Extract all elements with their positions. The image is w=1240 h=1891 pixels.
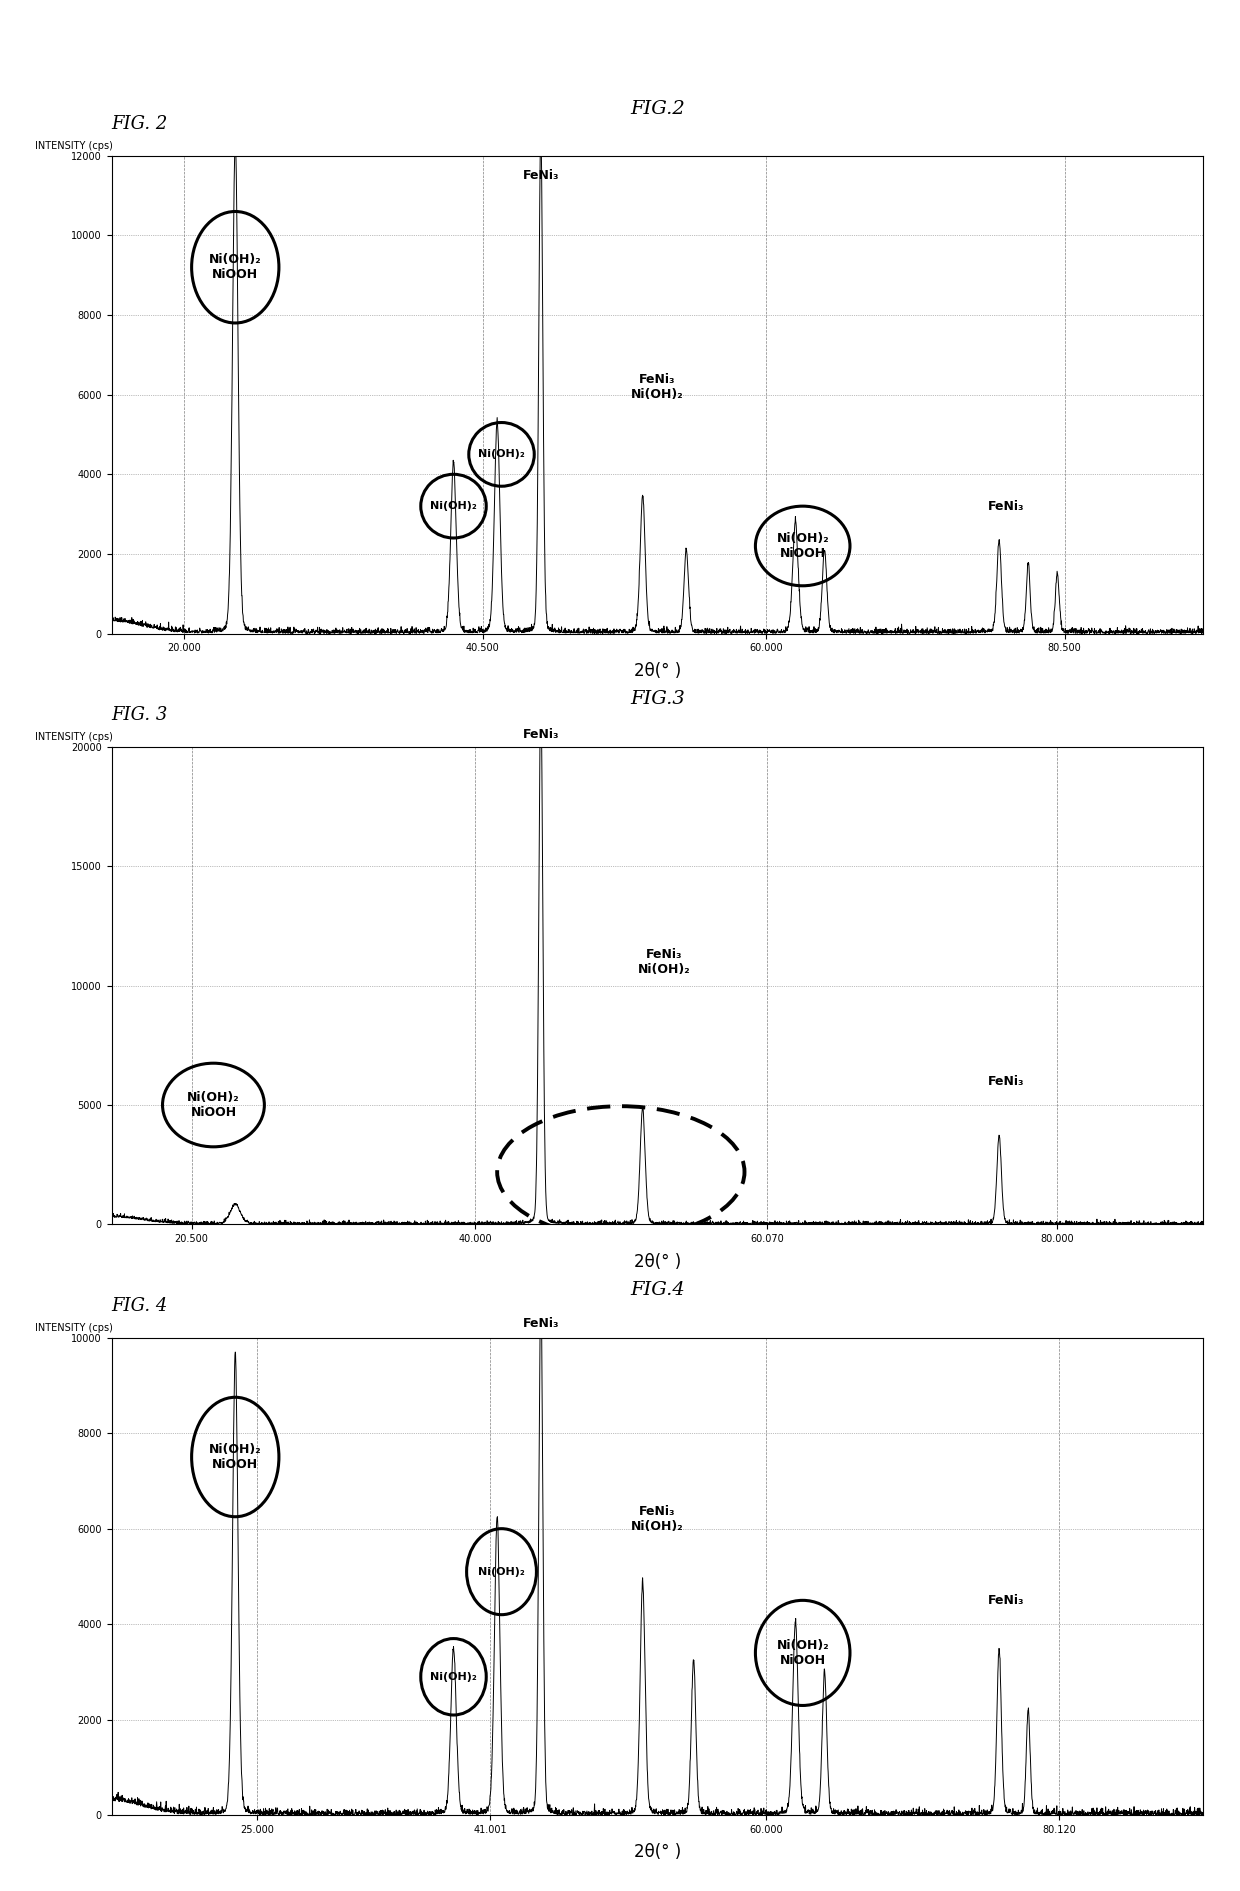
Text: FeNi₃: FeNi₃ <box>988 499 1024 512</box>
Text: FIG. 4: FIG. 4 <box>112 1297 167 1314</box>
Text: FIG.4: FIG.4 <box>630 1282 684 1299</box>
Text: INTENSITY (cps): INTENSITY (cps) <box>35 732 113 741</box>
Text: Ni(OH)₂
NiOOH: Ni(OH)₂ NiOOH <box>776 1639 830 1666</box>
Text: FeNi₃
Ni(OH)₂: FeNi₃ Ni(OH)₂ <box>631 373 683 401</box>
Text: FIG.2: FIG.2 <box>630 100 684 117</box>
Text: Ni(OH)₂
NiOOH: Ni(OH)₂ NiOOH <box>210 253 262 282</box>
Text: FeNi₃: FeNi₃ <box>522 168 559 182</box>
Text: FeNi₃: FeNi₃ <box>522 1316 559 1329</box>
Text: INTENSITY (cps): INTENSITY (cps) <box>35 142 113 151</box>
Text: FeNi₃: FeNi₃ <box>988 1594 1024 1607</box>
X-axis label: 2θ(° ): 2θ(° ) <box>634 1844 681 1861</box>
X-axis label: 2θ(° ): 2θ(° ) <box>634 662 681 679</box>
X-axis label: 2θ(° ): 2θ(° ) <box>634 1252 681 1271</box>
Text: Ni(OH)₂: Ni(OH)₂ <box>430 1672 477 1681</box>
Text: Ni(OH)₂
NiOOH: Ni(OH)₂ NiOOH <box>210 1443 262 1471</box>
Text: Ni(OH)₂: Ni(OH)₂ <box>479 450 525 460</box>
Text: FIG. 2: FIG. 2 <box>112 115 167 132</box>
Text: INTENSITY (cps): INTENSITY (cps) <box>35 1324 113 1333</box>
Text: FIG.3: FIG.3 <box>630 690 684 709</box>
Text: Ni(OH)₂
NiOOH: Ni(OH)₂ NiOOH <box>776 531 830 560</box>
Text: FIG. 3: FIG. 3 <box>112 705 167 724</box>
Text: FeNi₃
Ni(OH)₂: FeNi₃ Ni(OH)₂ <box>639 947 691 976</box>
Text: Ni(OH)₂: Ni(OH)₂ <box>430 501 477 511</box>
Text: FeNi₃
Ni(OH)₂: FeNi₃ Ni(OH)₂ <box>631 1505 683 1534</box>
Text: Ni(OH)₂
NiOOH: Ni(OH)₂ NiOOH <box>187 1091 239 1119</box>
Text: FeNi₃: FeNi₃ <box>522 728 559 741</box>
Text: Ni(OH)₂: Ni(OH)₂ <box>479 1566 525 1577</box>
Text: FeNi₃: FeNi₃ <box>988 1074 1024 1087</box>
